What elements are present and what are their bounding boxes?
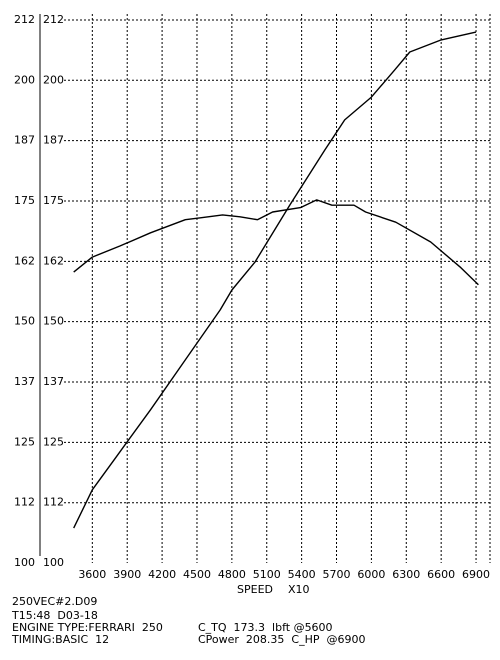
y-tick-label: 175	[14, 194, 35, 207]
power-summary: CPower 208.35 C_HP @6900	[198, 633, 366, 646]
y-tick-label-inner: 150	[43, 315, 64, 328]
y-tick-label: 125	[14, 435, 35, 448]
x-tick-label: 6900	[462, 568, 490, 581]
x-tick-label: 6000	[357, 568, 385, 581]
x-tick-label: 5100	[253, 568, 281, 581]
series-line	[73, 199, 479, 286]
y-tick-label: 200	[14, 73, 35, 86]
series-line	[73, 31, 477, 529]
y-tick-label-inner: 187	[43, 134, 64, 147]
y-tick-label-inner: 212	[43, 13, 64, 26]
y-tick-label-inner: 100	[43, 556, 64, 569]
x-tick-label: 3600	[78, 568, 106, 581]
y-tick-label-inner: 137	[43, 375, 64, 388]
y-tick-label: 100	[14, 556, 35, 569]
y-tick-label: 150	[14, 315, 35, 328]
y-tick-label-inner: 112	[43, 496, 64, 509]
y-tick-label: 187	[14, 134, 35, 147]
x-tick-label: 5700	[323, 568, 351, 581]
x-tick-label: 6600	[427, 568, 455, 581]
y-tick-label: 137	[14, 375, 35, 388]
y-tick-label: 112	[14, 496, 35, 509]
x-tick-label: 4500	[183, 568, 211, 581]
x-tick-label: 5400	[288, 568, 316, 581]
x-tick-label: 4800	[218, 568, 246, 581]
x-tick-label: 4200	[148, 568, 176, 581]
file-name: 250VEC#2.D09	[12, 595, 97, 608]
y-tick-label-inner: 162	[43, 254, 64, 267]
torque-summary: C_TQ 173.3 lbft @5600	[198, 621, 333, 634]
x-axis-label: SPEED	[237, 583, 273, 596]
y-tick-label: 162	[14, 254, 35, 267]
x-tick-label: 6300	[392, 568, 420, 581]
y-tick-label: 212	[14, 13, 35, 26]
x-tick-label: 3900	[113, 568, 141, 581]
y-tick-label-inner: 200	[43, 73, 64, 86]
timestamp: T15:48 D03-18	[11, 609, 98, 622]
y-tick-label-inner: 125	[43, 435, 64, 448]
engine-type: ENGINE TYPE:FERRARI 250	[12, 621, 163, 634]
x-axis-unit: X10	[288, 583, 310, 596]
timing: TIMING:BASIC 12	[11, 633, 109, 646]
y-tick-label-inner: 175	[43, 194, 64, 207]
